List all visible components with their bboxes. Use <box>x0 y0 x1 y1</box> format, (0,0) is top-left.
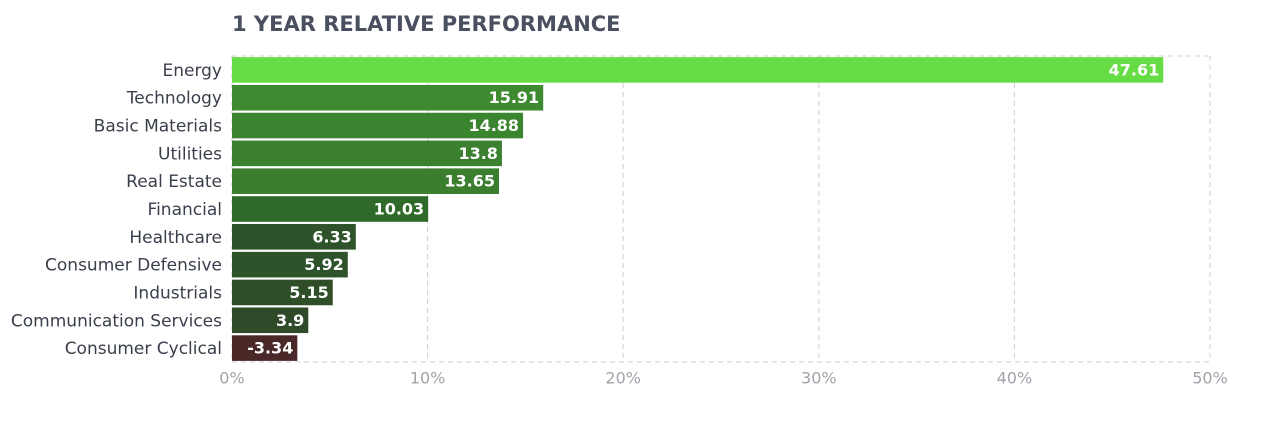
bar <box>232 140 502 167</box>
y-tick-label: Financial <box>148 200 222 220</box>
x-tick-label: 20% <box>605 369 641 388</box>
value-label: 13.8 <box>458 144 497 163</box>
value-label: 15.91 <box>489 88 540 107</box>
bar <box>232 335 298 361</box>
bar <box>232 168 499 194</box>
value-label: 47.61 <box>1109 60 1160 79</box>
bar <box>232 112 524 139</box>
y-tick-label: Utilities <box>158 144 222 164</box>
bar <box>232 279 333 306</box>
bar <box>232 307 309 334</box>
value-label: 14.88 <box>468 116 519 135</box>
y-tick-label: Energy <box>162 61 222 81</box>
value-label: 10.03 <box>374 200 425 219</box>
x-tick-label: 10% <box>410 369 446 388</box>
value-label: -3.34 <box>247 339 293 358</box>
y-tick-label: Basic Materials <box>94 117 222 137</box>
x-tick-label: 50% <box>1192 369 1228 388</box>
value-label: 6.33 <box>312 227 351 246</box>
value-label: 5.15 <box>289 283 328 302</box>
chart-title: 1 YEAR RELATIVE PERFORMANCE <box>232 12 621 36</box>
bar <box>232 224 356 250</box>
y-tick-label: Industrials <box>133 283 222 303</box>
y-tick-label: Real Estate <box>126 172 222 192</box>
bar <box>232 57 1164 83</box>
bar <box>232 84 544 111</box>
y-tick-label: Technology <box>126 89 222 109</box>
y-tick-label: Communication Services <box>11 311 222 331</box>
x-tick-label: 30% <box>801 369 837 388</box>
value-label: 3.9 <box>276 311 304 330</box>
y-tick-label: Consumer Defensive <box>45 256 222 276</box>
x-tick-label: 0% <box>219 369 244 388</box>
y-tick-label: Healthcare <box>129 228 222 248</box>
value-label: 5.92 <box>304 255 343 274</box>
bar <box>232 251 348 278</box>
x-tick-label: 40% <box>997 369 1033 388</box>
bar <box>232 196 429 222</box>
value-label: 13.65 <box>444 172 495 191</box>
y-tick-label: Consumer Cyclical <box>65 339 222 359</box>
